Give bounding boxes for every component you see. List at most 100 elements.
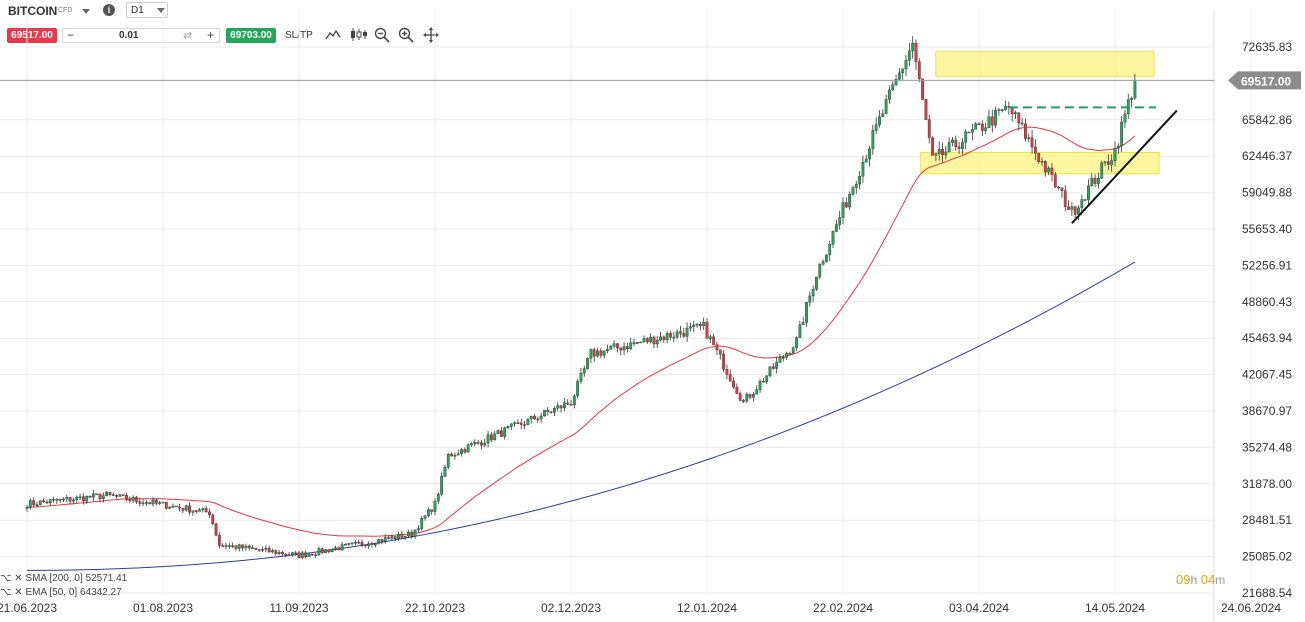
candle-chart-icon[interactable]	[350, 27, 368, 43]
candle-up	[277, 551, 281, 554]
candle-up	[1133, 80, 1137, 99]
candle-up	[944, 151, 948, 156]
candle-down	[251, 547, 254, 550]
ema-legend-icon: ⌥ ✕	[0, 587, 26, 598]
y-tick-label: 65842.86	[1242, 113, 1292, 127]
candle-down	[234, 545, 238, 549]
candle-up	[184, 505, 188, 511]
sma-legend[interactable]: ⌥ ✕ SMA [200, 0] 52571.41	[0, 573, 127, 584]
candle-down	[108, 492, 112, 495]
candle-down	[208, 511, 211, 516]
candle-up	[576, 381, 580, 397]
line-chart-icon[interactable]	[325, 28, 341, 42]
candle-down	[1050, 167, 1054, 175]
candle-down	[715, 344, 719, 350]
candle-up	[974, 123, 978, 130]
candle-up	[901, 68, 905, 74]
zoom-in-icon[interactable]	[398, 27, 414, 43]
candle-down	[267, 548, 271, 553]
candle-up	[38, 500, 42, 506]
candle-up	[1004, 106, 1007, 111]
candle-up	[151, 499, 155, 505]
candle-up	[244, 545, 248, 549]
candle-down	[476, 442, 480, 444]
candle-down	[549, 411, 553, 413]
candle-up	[466, 444, 470, 453]
symbol-dropdown-icon[interactable]	[82, 9, 90, 14]
candle-up	[589, 349, 593, 359]
candle-up	[1090, 177, 1094, 187]
y-tick-label: 31878.00	[1242, 477, 1292, 491]
sell-button[interactable]: 69517.00	[7, 28, 57, 43]
candle-down	[204, 508, 208, 513]
volume-plus-button[interactable]: +	[207, 28, 215, 42]
crosshair-icon[interactable]	[423, 27, 441, 45]
candle-up	[334, 547, 337, 550]
candle-up	[72, 499, 75, 502]
candle-up	[294, 552, 298, 554]
candle-down	[95, 493, 99, 495]
candle-up	[888, 89, 891, 100]
candle-up	[672, 336, 676, 339]
candle-up	[553, 408, 556, 413]
candle-up	[994, 110, 997, 126]
candle-down	[1057, 186, 1061, 189]
y-tick-label: 45463.94	[1242, 331, 1292, 345]
chart-annotations	[1008, 106, 1178, 224]
candle-up	[145, 502, 148, 504]
candle-down	[164, 501, 168, 509]
candle-up	[91, 493, 95, 498]
candle-up	[635, 342, 639, 344]
volume-stepper[interactable]: − 0.01 ⇄ +	[62, 28, 220, 43]
candle-up	[377, 539, 381, 545]
swap-icon[interactable]: ⇄	[183, 30, 193, 42]
candle-up	[878, 116, 881, 125]
candle-down	[722, 354, 725, 370]
candle-down	[914, 42, 918, 62]
candle-down	[682, 333, 686, 337]
candle-down	[616, 343, 619, 348]
support-zone	[920, 151, 1160, 175]
y-tick-label: 35274.48	[1242, 440, 1292, 454]
candle-up	[815, 276, 818, 290]
candle-up	[695, 323, 699, 326]
candle-up	[539, 415, 543, 420]
ema-legend-text: EMA [50, 0] 64342.27	[25, 587, 122, 598]
candle-up	[582, 368, 586, 374]
candle-down	[480, 442, 483, 446]
candle-down	[732, 381, 735, 388]
candle-up	[28, 500, 32, 508]
volume-minus-button[interactable]: −	[67, 28, 75, 42]
candle-down	[990, 116, 994, 126]
candle-down	[148, 502, 152, 505]
y-tick-label: 38670.97	[1242, 404, 1292, 418]
candle-up	[317, 548, 321, 555]
timeframe-select[interactable]: D1	[126, 2, 168, 18]
candle-down	[247, 545, 251, 549]
zoom-out-icon[interactable]	[374, 27, 390, 43]
x-tick-label: 14.05.2024	[1085, 601, 1145, 615]
ema-legend[interactable]: ⌥ ✕ EMA [50, 0] 64342.27	[0, 587, 122, 598]
volume-value[interactable]: 0.01	[119, 30, 139, 41]
candle-down	[194, 510, 198, 512]
candle-up	[373, 543, 377, 546]
candle-up	[453, 454, 457, 457]
candle-up	[811, 289, 815, 297]
candle-down	[931, 137, 934, 156]
candle-down	[154, 499, 158, 504]
buy-button[interactable]: 69703.00	[226, 28, 276, 43]
candle-up	[85, 495, 89, 502]
candle-up	[503, 427, 507, 437]
candle-up	[543, 409, 546, 417]
candle-down	[489, 434, 493, 441]
symbol-toolbar: BITCOIN CFD i D1	[0, 0, 1305, 22]
info-icon[interactable]: i	[103, 4, 115, 16]
candle-down	[363, 544, 367, 547]
candle-up	[579, 372, 583, 382]
x-tick-label: 01.08.2023	[133, 601, 193, 615]
candle-up	[884, 99, 888, 114]
symbol-name[interactable]: BITCOIN	[8, 4, 58, 18]
candle-up	[665, 333, 669, 340]
candle-up	[436, 493, 440, 502]
